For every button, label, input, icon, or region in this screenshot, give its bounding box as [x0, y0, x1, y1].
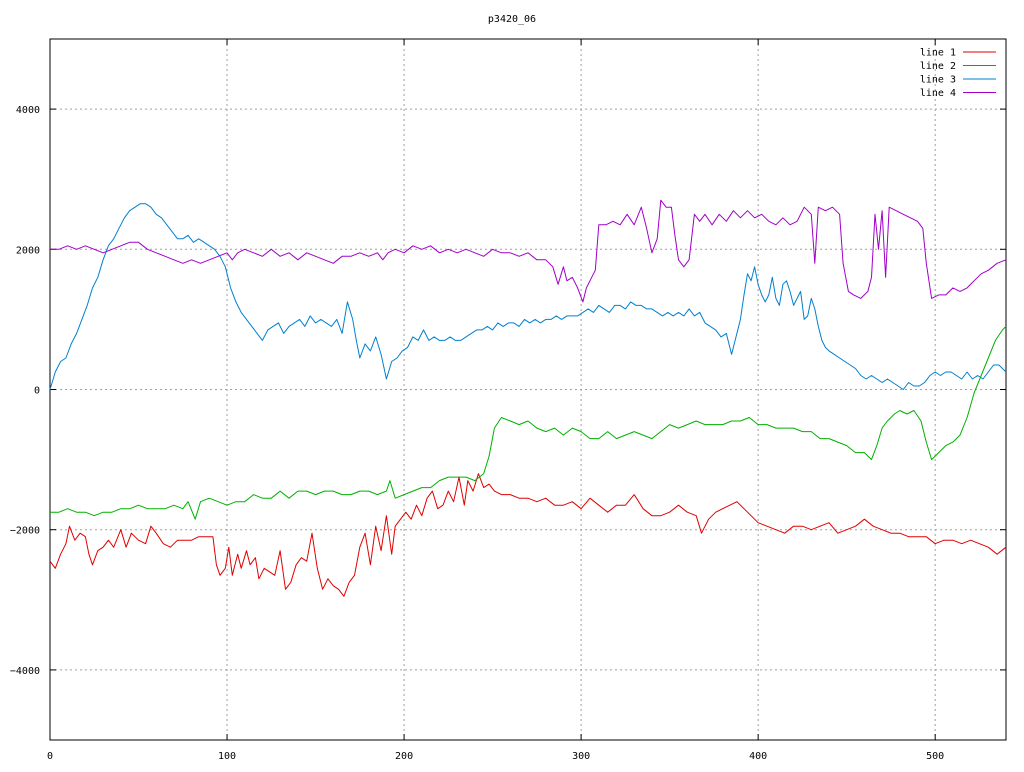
x-tick-label: 300: [572, 751, 590, 762]
series-line-2: [50, 326, 1007, 520]
x-tick-label: 0: [47, 751, 53, 762]
series-lines: [49, 199, 1007, 597]
y-tick-label: 0: [34, 386, 40, 397]
series-line-3: [49, 203, 1007, 390]
chart-title: p3420_06: [488, 14, 536, 25]
legend-label-1: line 1: [920, 48, 956, 59]
legend-label-4: line 4: [920, 88, 956, 99]
series-line-1: [49, 473, 1007, 597]
y-tick-label: −2000: [10, 526, 40, 537]
series-line-4: [50, 199, 1007, 303]
x-tick-label: 100: [218, 751, 236, 762]
y-tick-label: 4000: [16, 105, 40, 116]
x-tick-label: 200: [395, 751, 413, 762]
legend-label-3: line 3: [920, 75, 956, 86]
x-tick-label: 400: [749, 751, 767, 762]
y-tick-label: −4000: [10, 666, 40, 677]
x-tick-label: 500: [926, 751, 944, 762]
legend: line 1 line 2 line 3 line 4: [920, 48, 996, 99]
legend-label-2: line 2: [920, 61, 956, 72]
y-tick-label: 2000: [16, 245, 40, 256]
